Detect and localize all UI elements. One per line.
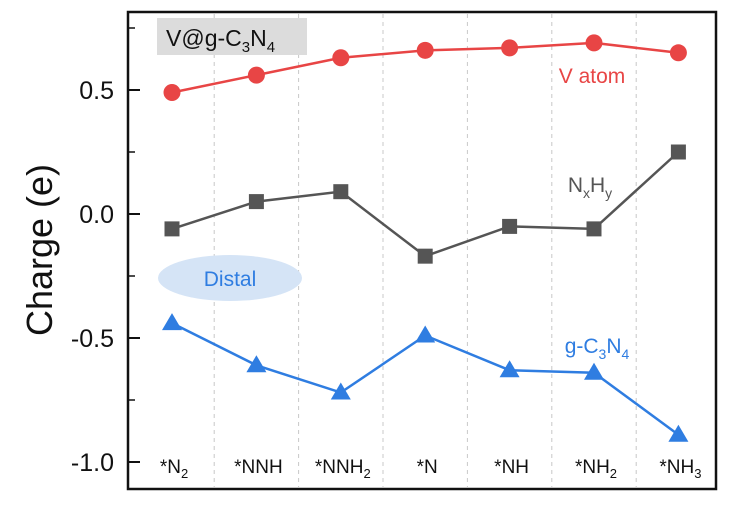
data-point [248,194,264,210]
chart-title-sub2: 4 [267,39,275,56]
chart-title: V@g-C3N4 [166,25,275,56]
series-label: NxHy [568,174,612,201]
data-point [502,218,518,234]
plot-frame [126,10,718,491]
x-tick-labels: *N2 *NNH *NNH2 *N *NH *NH2 *NH3 [160,457,702,481]
data-point [333,184,349,200]
data-point [162,313,182,331]
data-point [164,221,180,237]
x-tick-label: *NNH [234,457,283,478]
y-tick-label: 0.0 [79,201,114,229]
data-point [585,34,603,52]
data-point [417,248,433,264]
y-axis-label: Charge (e) [19,164,60,336]
data-point [247,66,265,84]
chart-title-main: V@g-C [166,25,242,51]
x-tick-label: *NNH2 [315,457,371,481]
data-point [670,144,686,160]
distal-annotation: Distal [204,268,257,291]
data-point [415,325,436,343]
y-tick-label: -1.0 [71,449,114,477]
data-point [246,355,267,373]
x-tick-label: *N2 [160,457,188,481]
y-tick-label: 0.5 [79,77,114,105]
series-line [171,151,680,258]
data-point [330,382,351,400]
chart-title-mid: N [250,25,267,51]
data-point [584,362,604,380]
data-point [332,49,350,67]
data-point [586,221,602,237]
data-point [501,39,519,57]
x-tick-label: *NH3 [659,457,701,481]
series-layer [162,34,689,442]
y-tick-label: -0.5 [71,325,114,353]
x-tick-label: *N [417,457,438,478]
series-labels: V atom NxHy g-C3N4 [559,65,630,362]
category-gridlines [213,14,637,487]
distal-ellipse [158,255,302,301]
series-label: g-C3N4 [565,335,630,362]
x-tick-label: *NH [494,457,529,478]
data-point [669,44,687,62]
data-point [416,41,434,59]
title-box [157,18,307,55]
series-label: V atom [559,65,626,88]
data-point [499,360,520,378]
data-point [668,424,689,442]
chart-title-sub1: 3 [242,39,250,56]
y-axis: 0.5 0.0 -0.5 -1.0 [71,27,140,477]
x-tick-label: *NH2 [575,457,617,481]
data-point [163,83,181,101]
